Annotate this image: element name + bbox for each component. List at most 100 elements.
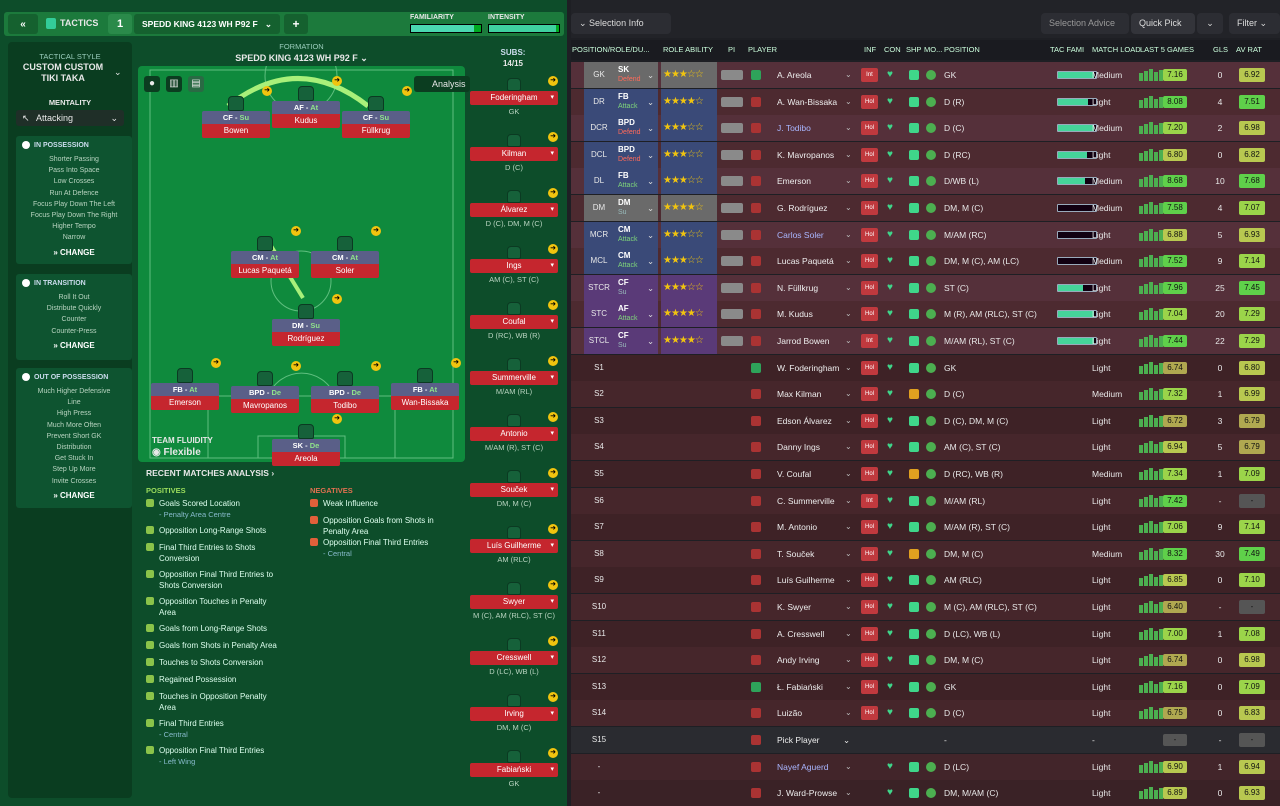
position-slot[interactable]: STCL (584, 328, 614, 354)
role-duty-dropdown[interactable]: DM Su (614, 195, 658, 221)
pitch-player[interactable]: FB - At Wan-Bissaka (391, 368, 459, 410)
negative-item[interactable]: Opposition Final Third Entries - Central (310, 537, 460, 559)
sub-player[interactable]: Souček ▾ DM, M (C) ➜ (470, 468, 558, 508)
role-duty-dropdown[interactable]: CM Attack (614, 221, 658, 248)
positive-item[interactable]: Touches to Shots Conversion (146, 657, 306, 668)
tactical-style-name-2[interactable]: TIKI TAKA (41, 73, 85, 83)
tactic-select-dropdown[interactable]: SPEDD KING 4123 WH P92 F ⌄ (134, 14, 280, 34)
positive-item[interactable]: Final Third Entries - Central (146, 718, 306, 740)
sub-player-name[interactable]: Cresswell ▾ (470, 651, 558, 665)
player-name[interactable]: N. Füllkrug (777, 282, 819, 293)
swap-arrow-icon[interactable]: ➜ (332, 76, 342, 86)
sub-player-name[interactable]: Foderingham ▾ (470, 91, 558, 105)
sub-player-name[interactable]: Álvarez ▾ (470, 203, 558, 217)
table-row[interactable]: DR FB Attack ⌄ ★★★★☆ A. Wan-Bissaka ⌄ Hol ♥ D (R)… (571, 88, 1280, 115)
table-row[interactable]: S4 Danny Ings ⌄ Hol ♥ AM (C), ST (C) Light 6.94… (571, 434, 1280, 461)
player-name[interactable]: A. Areola (777, 70, 812, 80)
position-slot[interactable]: S9 (594, 575, 604, 585)
player-name[interactable]: K. Mavropanos (777, 149, 835, 160)
swap-arrow-icon[interactable]: ➜ (402, 86, 412, 96)
chevron-down-icon[interactable]: ⌄ (845, 362, 852, 372)
position-slot[interactable]: S5 (594, 469, 604, 478)
negative-item[interactable]: Weak Influence (310, 498, 460, 509)
table-row[interactable]: - Nayef Aguerd ⌄ ♥ D (LC) Light 6.90 1 6.94 (571, 753, 1280, 780)
position-slot[interactable]: DCR (584, 115, 614, 142)
sub-player[interactable]: Kilman ▾ D (C) ➜ (470, 132, 558, 172)
player-role[interactable]: BPD - De (311, 386, 379, 399)
table-row[interactable]: S12 Andy Irving ⌄ Hol ♥ DM, M (C) Light 6.74 0 6.… (571, 647, 1280, 674)
chevron-down-icon[interactable]: ⌄ (845, 681, 852, 691)
back-button[interactable]: « (8, 14, 38, 34)
column-header[interactable]: MO... (924, 45, 943, 54)
positive-item[interactable]: Goals from Shots in Penalty Area (146, 640, 306, 651)
chevron-down-icon[interactable]: ⌄ (845, 761, 852, 771)
player-name[interactable]: K. Swyer (777, 602, 812, 612)
chevron-down-icon[interactable]: ⌄ (845, 149, 852, 159)
player-name[interactable]: Carlos Soler (777, 229, 824, 240)
player-name[interactable]: T. Souček (777, 548, 815, 559)
player-name[interactable]: Lucas Paquetá (231, 264, 299, 278)
table-row[interactable]: STC AF Attack ⌄ ★★★★☆ M. Kudus ⌄ Hol ♥ M (R), AM … (571, 301, 1280, 328)
position-slot[interactable]: - (597, 788, 601, 798)
swap-arrow-icon[interactable]: ➜ (548, 132, 558, 142)
position-slot[interactable]: S8 (594, 548, 604, 558)
chevron-down-icon[interactable]: ⌄ (845, 415, 852, 425)
player-name[interactable]: W. Foderingham (777, 362, 840, 373)
positive-item[interactable]: Opposition Long-Range Shots (146, 525, 306, 536)
player-instructions-icon[interactable] (721, 229, 743, 240)
role-duty-dropdown[interactable]: CF Su (614, 328, 658, 354)
table-row[interactable]: DCL BPD Defend ⌄ ★★★☆☆ K. Mavropanos ⌄ Hol ♥ D (R… (571, 141, 1280, 168)
chevron-down-icon[interactable]: ⌄ (845, 336, 852, 345)
role-duty-dropdown[interactable]: FB Attack (614, 168, 658, 195)
chevron-down-icon[interactable]: ⌄ (845, 548, 852, 558)
player-name[interactable]: Ł. Fabiański (777, 681, 823, 692)
role-duty-dropdown[interactable]: CM Attack (614, 248, 658, 275)
swap-arrow-icon[interactable]: ➜ (451, 358, 461, 368)
sub-player-name[interactable]: Ings ▾ (470, 259, 558, 273)
selection-info-dropdown[interactable]: ⌄ Selection Info (571, 13, 671, 34)
role-duty-dropdown[interactable]: AF Attack (614, 301, 658, 328)
player-name[interactable]: Luizão (777, 708, 803, 719)
player-name[interactable]: Luís Guilherme (777, 575, 835, 586)
player-role[interactable]: CF - Su (202, 111, 270, 124)
player-name[interactable]: Andy Irving (777, 655, 820, 666)
positive-item[interactable]: Opposition Final Third Entries - Left Win… (146, 745, 306, 767)
position-slot[interactable]: DCL (584, 141, 614, 168)
table-row[interactable]: S13 Ł. Fabiański ⌄ Hol ♥ GK Light 7.16 0 7.09 (571, 673, 1280, 700)
sub-player[interactable]: Coufal ▾ D (RC), WB (R) ➜ (470, 300, 558, 340)
position-slot[interactable]: S2 (594, 389, 604, 399)
player-name[interactable]: G. Rodríguez (777, 203, 828, 213)
filter-button[interactable]: Filter ⌄ (1229, 13, 1280, 34)
table-row[interactable]: GK SK Defend ⌄ ★★★☆☆ A. Areola ⌄ Int ♥ GK Medium 7.… (571, 62, 1280, 88)
player-instructions-icon[interactable] (721, 336, 743, 346)
player-name[interactable]: J. Ward-Prowse (777, 788, 838, 799)
quick-pick-dropdown[interactable]: ⌄ (1197, 13, 1223, 34)
info-icon[interactable]: ● (144, 76, 160, 92)
position-slot[interactable]: S14 (591, 708, 607, 718)
player-role[interactable]: CM - At (311, 251, 379, 264)
player-role[interactable]: DM - Su (272, 319, 340, 332)
positive-item[interactable]: Goals Scored Location - Penalty Area Cent… (146, 498, 306, 520)
table-row[interactable]: DM DM Su ⌄ ★★★★☆ G. Rodríguez ⌄ Hol ♥ DM, M (C) Me… (571, 195, 1280, 221)
chevron-down-icon[interactable]: ⌄ (845, 469, 852, 478)
chevron-down-icon[interactable]: ⌄ (845, 708, 852, 718)
role-duty-dropdown[interactable]: FB Attack (614, 88, 658, 115)
swap-arrow-icon[interactable]: ➜ (262, 86, 272, 96)
column-header[interactable]: MATCH LOAD (1092, 45, 1141, 54)
position-slot[interactable]: S12 (591, 655, 607, 665)
swap-arrow-icon[interactable]: ➜ (548, 748, 558, 758)
chevron-down-icon[interactable]: ⌄ (845, 123, 852, 133)
player-instructions-icon[interactable] (721, 282, 743, 293)
column-header[interactable]: INF (864, 45, 877, 54)
player-name[interactable]: Kudus (272, 114, 340, 128)
position-slot[interactable]: MCR (584, 221, 614, 248)
out-of-possession-change-button[interactable]: » CHANGE (53, 490, 95, 500)
chevron-down-icon[interactable]: ⌄ (845, 495, 852, 505)
sub-player[interactable]: Fabiański ▾ GK ➜ (470, 748, 558, 788)
position-slot[interactable]: DM (584, 195, 614, 221)
sub-player-name[interactable]: Fabiański ▾ (470, 763, 558, 777)
sub-player[interactable]: Cresswell ▾ D (LC), WB (L) ➜ (470, 636, 558, 676)
pitch-player[interactable]: BPD - De Mavropanos (231, 371, 299, 413)
sub-player-name[interactable]: Souček ▾ (470, 483, 558, 497)
chevron-down-icon[interactable]: ⌄ (114, 67, 122, 77)
